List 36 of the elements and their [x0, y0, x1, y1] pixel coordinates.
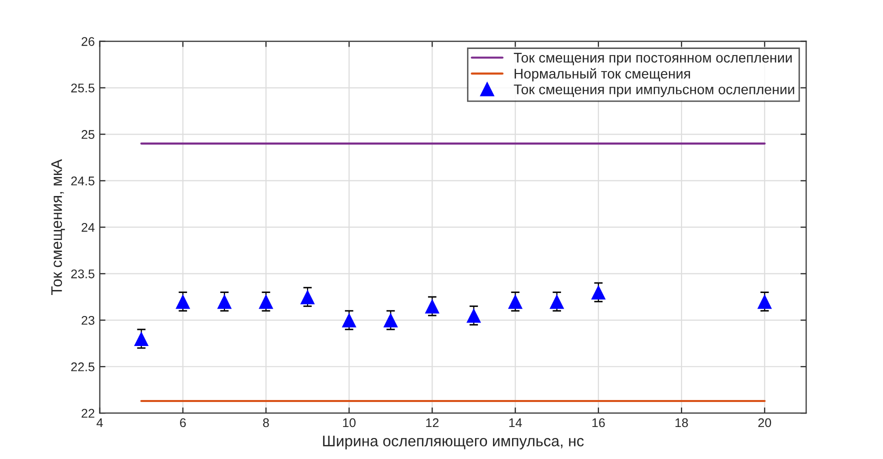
x-tick-label: 4	[96, 418, 103, 428]
y-axis-title: Ток смещения, мкА	[51, 159, 65, 295]
x-axis-title: Ширина ослепляющего импульса, нс	[323, 436, 584, 450]
x-tick-label: 20	[758, 418, 772, 428]
y-tick-label: 24.5	[71, 176, 94, 186]
y-tick-label: 22	[82, 408, 94, 418]
y-tick-label: 25	[82, 130, 94, 139]
x-tick-label: 18	[676, 418, 688, 428]
point	[134, 331, 149, 346]
point	[508, 294, 523, 309]
y-tick-label: 23.5	[71, 269, 94, 278]
point	[466, 308, 482, 323]
point	[757, 294, 772, 309]
point	[176, 294, 190, 309]
point	[258, 294, 274, 309]
x-tick-label: 10	[343, 418, 356, 428]
y-tick-label: 24	[82, 223, 95, 232]
y-tick-label: 22.5	[71, 362, 94, 372]
legend-label: Нормальный ток смещения	[514, 68, 690, 82]
point	[591, 284, 606, 300]
point	[383, 312, 398, 328]
y-tick-label: 23	[82, 316, 94, 325]
x-tick-label: 14	[509, 418, 522, 428]
legend-label: Ток смещения при импульсном ослеплении	[514, 84, 794, 98]
point	[424, 298, 440, 314]
x-tick-label: 16	[592, 418, 605, 428]
x-tick-label: 8	[263, 418, 269, 428]
point	[300, 290, 315, 304]
x-tick-label: 12	[426, 418, 439, 428]
y-tick-label: 25.5	[71, 84, 94, 92]
point	[550, 294, 564, 309]
point	[217, 294, 232, 309]
legend-label: Ток смещения при постоянном ослеплении	[514, 52, 792, 66]
x-tick-label: 6	[180, 418, 186, 428]
point	[342, 312, 356, 328]
y-tick-label: 26	[82, 37, 94, 46]
